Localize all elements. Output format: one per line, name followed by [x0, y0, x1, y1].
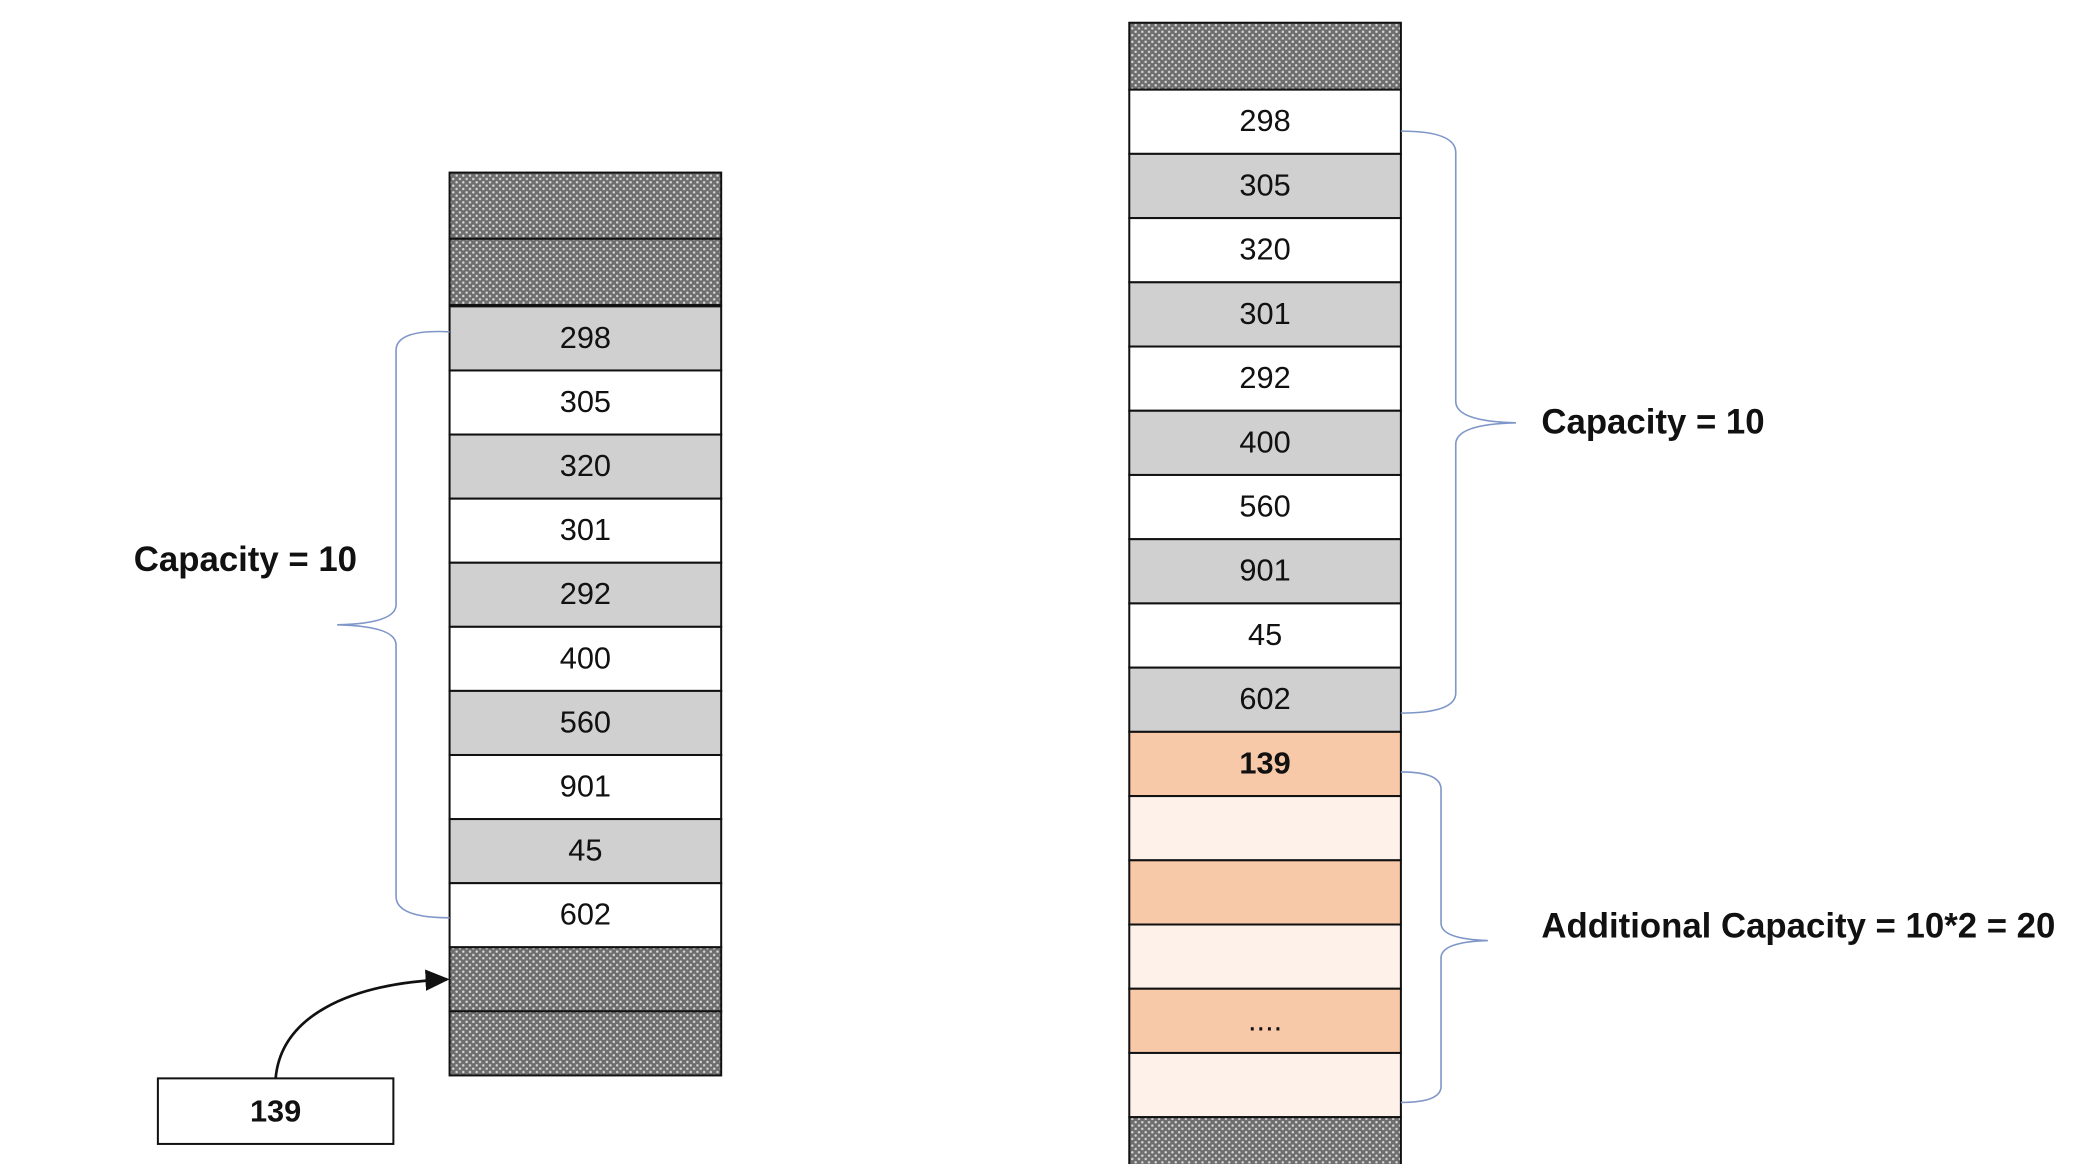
cell-value: 139: [1239, 745, 1290, 780]
cell-value: 45: [568, 833, 602, 868]
cell-value: 305: [560, 384, 611, 419]
cell-value: 901: [560, 769, 611, 804]
brace: [337, 330, 450, 919]
cell: [448, 497, 723, 564]
cell: [1128, 538, 1402, 605]
cell: [448, 946, 723, 1013]
arrow: [274, 969, 450, 1079]
cell-value: 305: [1239, 167, 1290, 202]
cell-value: 400: [560, 640, 611, 675]
cell: [1128, 152, 1402, 220]
cell: [448, 171, 723, 240]
cell-value: 298: [560, 320, 611, 355]
cell: [1128, 21, 1402, 91]
cell: [448, 882, 723, 949]
cell-value: 560: [560, 704, 611, 739]
cell: [1128, 859, 1402, 926]
cell: [448, 1010, 723, 1077]
cell-value: 901: [1239, 553, 1290, 588]
cell: [1128, 795, 1402, 862]
new-item-box: [156, 1077, 395, 1145]
cell: [1128, 666, 1402, 733]
cell: [1128, 730, 1402, 798]
capacity-label: Capacity = 10: [134, 541, 357, 579]
cell-value: 298: [1239, 103, 1290, 138]
cell: [448, 433, 723, 500]
cell: [1128, 602, 1402, 669]
cell-value: 320: [1239, 232, 1290, 267]
cell: [448, 753, 723, 821]
brace: [1400, 771, 1488, 1104]
cell-value: ....: [1248, 1002, 1282, 1037]
cell-value: 301: [560, 512, 611, 547]
cell-value: 560: [1239, 489, 1290, 524]
cell-value: 320: [560, 448, 611, 483]
cell-value: 301: [1239, 296, 1290, 331]
cell-value: 292: [1239, 360, 1290, 395]
cell: [1128, 987, 1402, 1054]
cell: [448, 237, 723, 307]
cell: [1128, 923, 1402, 990]
cell: [1128, 281, 1402, 348]
cell: [1128, 1051, 1402, 1119]
cell: [1128, 1116, 1402, 1164]
additional-capacity-label: Additional Capacity = 10*2 = 20: [1541, 908, 2055, 946]
cell: [448, 369, 723, 436]
cell-value: 292: [560, 576, 611, 611]
right-array: 298 305 320 301 292 400 560 901 45 602 139....: [1128, 21, 1402, 1164]
cell-value: 602: [560, 897, 611, 932]
cell-value: 602: [1239, 681, 1290, 716]
left-array: 298 305 320 301 292 400 560 901 45 602: [448, 171, 723, 1077]
cell: [448, 305, 723, 372]
cell-value: 400: [1239, 424, 1290, 459]
capacity-label: Capacity = 10: [1541, 403, 1764, 441]
cell-value: 45: [1248, 617, 1282, 652]
cell: [1128, 88, 1402, 155]
cell: [1128, 473, 1402, 541]
cell: [1128, 409, 1402, 476]
new-item: 139: [250, 1093, 301, 1128]
cell: [448, 625, 723, 692]
brace: [1400, 130, 1516, 714]
